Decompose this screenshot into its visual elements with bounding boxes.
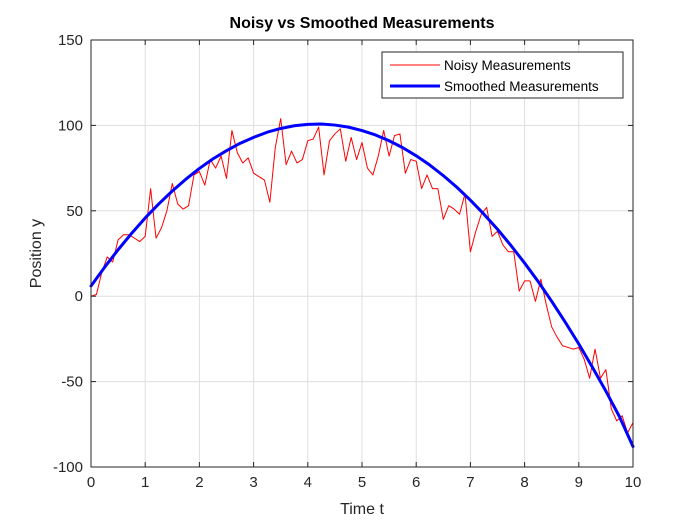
y-tick-label: 150 xyxy=(58,32,83,49)
x-tick-label: 3 xyxy=(249,474,257,491)
x-tick-label: 9 xyxy=(575,474,583,491)
y-tick-label: 50 xyxy=(66,203,83,220)
x-tick-label: 8 xyxy=(520,474,528,491)
x-tick-label: 4 xyxy=(304,474,312,491)
x-tick-label: 7 xyxy=(466,474,474,491)
y-tick-label: -50 xyxy=(61,374,83,391)
x-tick-label: 0 xyxy=(87,474,95,491)
legend-box xyxy=(381,51,624,99)
x-tick-label: 10 xyxy=(625,474,642,491)
legend-label-smoothed: Smoothed Measurements xyxy=(444,79,599,94)
x-tick-label: 5 xyxy=(358,474,366,491)
y-tick-label: 100 xyxy=(58,117,83,134)
x-tick-label: 2 xyxy=(195,474,203,491)
legend: Noisy Measurements Smoothed Measurements xyxy=(381,51,624,99)
x-tick-label: 6 xyxy=(412,474,420,491)
ticks: 0 1 2 3 4 5 6 7 8 9 10 -100 -50 0 50 100 150 xyxy=(53,32,641,491)
y-tick-label: -100 xyxy=(53,459,83,476)
series-layer xyxy=(89,118,635,448)
legend-label-noisy: Noisy Measurements xyxy=(444,58,571,73)
x-axis-label: Time t xyxy=(340,501,384,518)
chart-title: Noisy vs Smoothed Measurements xyxy=(230,15,495,32)
y-tick-label: 0 xyxy=(75,288,83,305)
y-axis-label: Position y xyxy=(28,219,45,288)
series-line-smoothed xyxy=(89,122,635,448)
x-tick-label: 1 xyxy=(141,474,149,491)
